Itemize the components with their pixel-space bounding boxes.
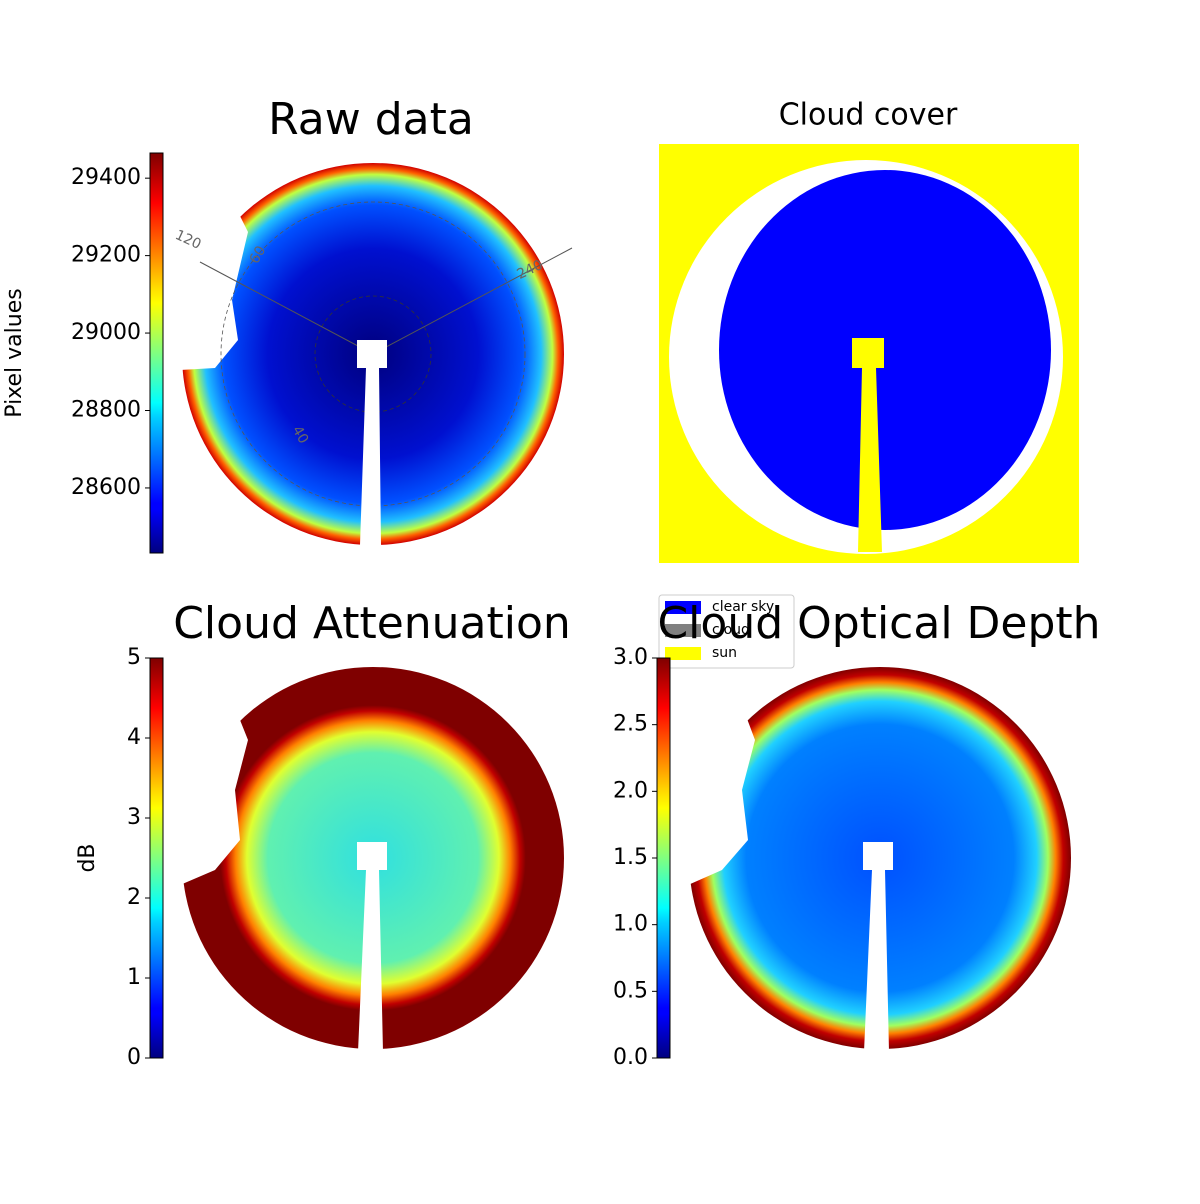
- colorbar-tick-label: 1.0: [613, 912, 648, 937]
- colorbar-tick-label: 1: [127, 965, 141, 990]
- legend-label: cloud: [712, 622, 750, 638]
- legend-label: clear sky: [712, 599, 774, 615]
- colorbar-tick-label: 29000: [71, 320, 141, 345]
- legend-swatch: [665, 647, 701, 660]
- colorbar-tick-label: 2.5: [613, 712, 648, 737]
- optical-depth-image: [670, 667, 1071, 1052]
- colorbar-label: Pixel values: [2, 288, 27, 417]
- colorbar: [656, 657, 671, 1059]
- colorbar-tick-label: 0.5: [613, 978, 648, 1003]
- legend-swatch: [665, 624, 701, 637]
- polar-label: 60: [247, 243, 270, 266]
- cloud-cover-image: [659, 144, 1079, 563]
- legend-label: sun: [712, 645, 737, 661]
- panel-title: Cloud Optical Depth: [657, 598, 1100, 649]
- polar-label: 40: [289, 423, 312, 446]
- colorbar-tick-label: 28600: [71, 475, 141, 500]
- colorbar-tick-label: 5: [127, 645, 141, 670]
- colorbar-tick-label: 2.0: [613, 778, 648, 803]
- colorbar-tick-label: 2: [127, 885, 141, 910]
- attenuation-image: [160, 667, 564, 1052]
- colorbar-tick-label: 3: [127, 805, 141, 830]
- colorbar-tick-label: 0.0: [613, 1045, 648, 1070]
- colorbar-tick-label: 28800: [71, 398, 141, 423]
- legend-swatch: [665, 601, 701, 614]
- colorbar: [149, 152, 164, 554]
- colorbar-tick-label: 29400: [71, 165, 141, 190]
- panel-title: Cloud Attenuation: [173, 598, 571, 649]
- colorbar-tick-label: 1.5: [613, 845, 648, 870]
- panel-title: Raw data: [268, 94, 474, 145]
- colorbar-label: dB: [75, 843, 100, 872]
- panel-title: Cloud cover: [779, 98, 958, 133]
- raw-image: [160, 163, 573, 545]
- colorbar-tick-label: 4: [127, 725, 141, 750]
- colorbar-tick-label: 0: [127, 1045, 141, 1070]
- colorbar: [149, 657, 164, 1059]
- colorbar-tick-label: 3.0: [613, 645, 648, 670]
- colorbar-tick-label: 29200: [71, 243, 141, 268]
